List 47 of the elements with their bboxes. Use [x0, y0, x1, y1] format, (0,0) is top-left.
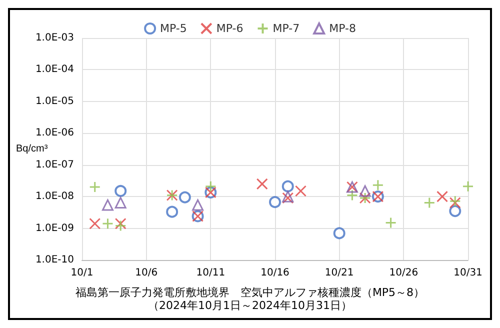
y-axis-title: Bq/cm³: [16, 144, 48, 154]
point: [204, 180, 216, 192]
x-axis-title: 福島第一原子力発電所敷地境界 空気中アルファ核種濃度（MP5～8）: [75, 286, 425, 299]
point: [449, 205, 462, 218]
point: [385, 216, 397, 228]
point: [333, 227, 346, 240]
legend-label: MP-6: [216, 22, 244, 35]
point: [114, 196, 126, 208]
y-tick-label: 1.0E-09: [35, 222, 74, 234]
y-tick-label: 1.0E-03: [35, 32, 74, 44]
legend-label: MP-7: [272, 22, 300, 35]
point: [282, 180, 294, 192]
point: [192, 199, 204, 211]
point: [114, 218, 126, 230]
point: [462, 180, 474, 192]
point: [269, 196, 281, 208]
x-tick-label: 10/21: [324, 268, 354, 278]
point: [256, 178, 268, 190]
text: （2024年10月1日～2024年10月31日）: [148, 299, 352, 312]
point: [114, 184, 127, 197]
point: [102, 218, 114, 230]
y-tick-label: 1.0E-04: [35, 64, 74, 76]
x-tick-label: 10/26: [389, 268, 418, 278]
point: [166, 206, 178, 218]
point: [114, 220, 126, 232]
x-tick-label: 10/11: [196, 268, 226, 278]
point: [89, 181, 101, 193]
point: [359, 185, 371, 197]
point: [346, 190, 358, 202]
point: [294, 185, 306, 197]
y-tick-label: 1.0E-05: [35, 96, 74, 107]
x-tick-label: 10/6: [135, 268, 158, 278]
y-tick-label: 1.0E-07: [35, 159, 74, 170]
y-tick-label: 1.0E-08: [35, 191, 74, 202]
x-tick-label: 10/16: [260, 268, 290, 278]
point: [178, 191, 191, 204]
legend-label: MP-8: [329, 22, 356, 35]
x-tick-label: 10/31: [454, 268, 482, 278]
y-tick-label: 1.0E-06: [35, 128, 74, 139]
legend-label: MP-5: [160, 22, 187, 35]
point: [89, 218, 101, 230]
point: [424, 196, 436, 208]
x-tick-label: 10/1: [70, 268, 94, 278]
y-tick-label: 1.0E-10: [35, 254, 74, 266]
point: [102, 199, 114, 211]
point: [372, 179, 384, 191]
point: [436, 190, 448, 202]
